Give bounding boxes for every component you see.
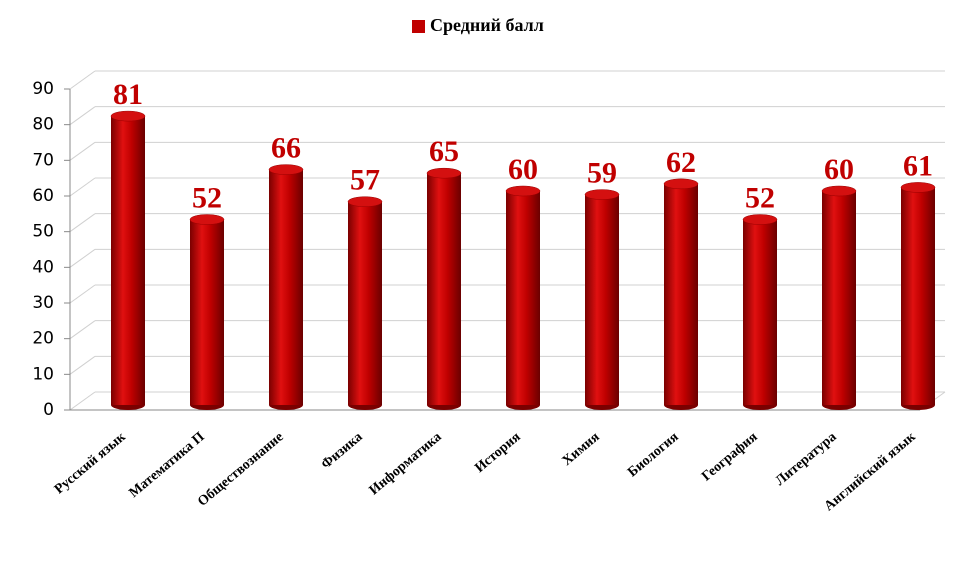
y-tick-label: 20 [32,329,54,349]
x-tick-label: Обществознание [195,430,286,510]
bar-top [584,189,620,200]
bar [427,173,461,405]
y-tick-label: 90 [32,79,54,99]
bar [664,183,698,405]
x-tick-label: Химия [560,429,603,469]
bar [743,219,777,405]
bar-top [189,214,225,225]
grid-line [69,284,96,304]
grid-line [69,177,96,197]
bar-top [742,214,778,225]
y-tick-label: 80 [32,115,54,135]
y-tick-label: 0 [43,400,54,420]
bar-top [426,167,462,179]
y-tick-label: 30 [32,293,54,313]
bar [269,169,303,405]
bar-top [505,185,541,197]
bar-top [268,164,304,175]
bar [901,187,935,405]
value-label: 61 [903,149,933,182]
grid-line [69,213,96,233]
x-tick-label: История [472,429,524,476]
value-label: 52 [745,182,775,215]
legend-label: Средний балл [430,15,544,35]
bar [506,191,540,405]
value-label: 66 [271,132,301,165]
grid-line [69,248,96,268]
x-tick-label: Математика П [127,430,208,501]
grid-line [69,391,96,411]
bar [111,116,145,405]
bar-top [821,185,857,197]
x-tick-label: Литература [773,430,840,489]
value-label: 60 [508,153,538,186]
value-label: 57 [350,164,380,197]
x-tick-label: Информатика [367,430,445,499]
bar [585,194,619,405]
value-label: 59 [587,157,617,190]
bar-top [900,182,936,193]
x-tick-label: Физика [319,430,366,473]
y-tick-label: 60 [32,186,54,206]
grid-line [69,70,96,90]
bar [348,201,382,405]
y-tick-label: 40 [32,257,54,277]
x-tick-label: Биология [625,429,682,480]
y-tick-label: 10 [32,364,54,384]
legend: Средний балл [412,15,544,35]
grid-line [69,106,96,126]
bar [190,219,224,405]
grid-line [69,320,96,340]
y-tick-label: 50 [32,222,54,242]
legend-swatch [412,20,425,33]
grid-line [69,355,96,375]
value-label: 62 [666,146,696,179]
bar [822,191,856,405]
value-label: 81 [113,78,143,111]
grid-line [69,141,96,161]
plot: 0 10 20 30 40 50 60 70 80 90 Русский язык 81 Математ… [32,70,946,514]
value-label: 60 [824,153,854,186]
bar-top [663,178,699,190]
value-label: 52 [192,182,222,215]
y-tick-label: 70 [32,150,54,170]
x-tick-label: Русский язык [52,429,129,497]
x-tick-label: География [699,429,761,484]
bar-top [110,110,146,122]
value-label: 65 [429,135,459,168]
bar-top [347,196,383,207]
